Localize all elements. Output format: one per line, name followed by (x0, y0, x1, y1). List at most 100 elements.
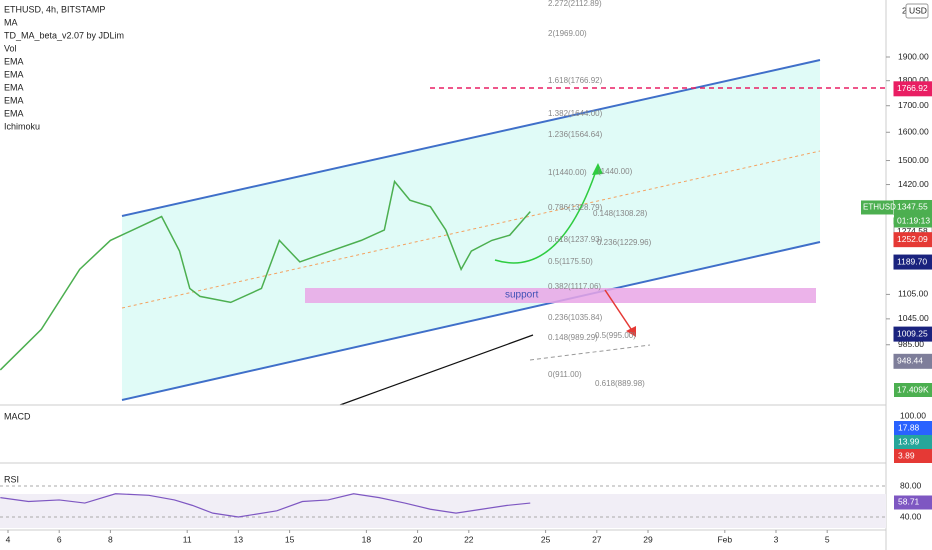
price-tick: 1600.00 (898, 127, 929, 137)
fib-label: 2(1969.00) (548, 29, 587, 38)
fib-label: 0(911.00) (548, 370, 582, 379)
fib-label: 2.272(2112.89) (548, 0, 602, 8)
badge-label: 1009.25 (897, 328, 928, 338)
fib-label: 0.148(1308.28) (593, 209, 648, 218)
fib-label: 0.5(995.00) (595, 331, 636, 340)
black-ma (339, 334, 534, 406)
macd-badge-label: 17.88 (898, 422, 920, 432)
date-label: 22 (464, 534, 474, 544)
fib-label: 0.236(1035.84) (548, 313, 603, 322)
price-tick: 1420.00 (898, 179, 929, 189)
fib-label: 0.236(1229.96) (597, 238, 652, 247)
fib-label: 0.618(1237.93) (548, 235, 603, 244)
date-label: 5 (825, 534, 830, 544)
fib-label: 0.618(889.98) (595, 379, 645, 388)
date-label: 13 (234, 534, 244, 544)
price-badge (893, 232, 932, 248)
badge-label: 948.44 (897, 356, 923, 366)
macd-tick: 100.00 (900, 410, 926, 420)
volume-badge (894, 383, 932, 397)
rsi-line (0, 493, 531, 518)
badge-label: 1274.58 (897, 226, 928, 236)
date-label: 8 (108, 534, 113, 544)
badge-label: 1189.70 (897, 256, 927, 266)
fib-label: (1440.00) (598, 167, 633, 176)
legend-item: Vol (4, 43, 17, 53)
date-label: 6 (57, 534, 62, 544)
price-tick: 1500.00 (898, 155, 929, 165)
up-arrow (494, 164, 599, 264)
rsi-tick: 40.00 (900, 511, 922, 521)
macd-badge-label: 13.99 (898, 436, 920, 446)
date-label: 3 (774, 534, 779, 544)
support-label: support (505, 290, 539, 301)
legend-item: Ichimoku (4, 121, 40, 131)
countdown: 01:19:13 (897, 216, 930, 226)
macd-badge (894, 435, 932, 449)
rsi-tick: 80.00 (900, 480, 922, 490)
badge-label: 1252.09 (897, 234, 928, 244)
price-tick: 1800.00 (898, 75, 929, 85)
legend-item: ETHUSD, 4h, BITSTAMP (4, 4, 105, 14)
macd-badge (894, 449, 932, 463)
fib-label: 0.382(1117.06) (548, 282, 601, 291)
price-tick: 1700.00 (898, 100, 929, 110)
price-tick: 1900.00 (898, 51, 929, 61)
down-arrowhead (626, 326, 636, 337)
date-label: 29 (643, 534, 653, 544)
macd-badge (894, 421, 932, 435)
fib-label: 0.5(1175.50) (548, 257, 593, 266)
currency: USD (909, 5, 927, 15)
price-badge (893, 353, 932, 369)
legend-item: EMA (4, 56, 24, 66)
symbol: ETHUSD (863, 203, 896, 212)
date-label: 4 (6, 534, 11, 544)
date-label: 27 (592, 534, 602, 544)
price-badge (893, 326, 932, 342)
fib-label: 0.148(989.29) (548, 333, 598, 342)
badge-label: 1347.55 (897, 202, 928, 212)
channel-upper (121, 59, 821, 217)
channel-lower (121, 241, 821, 401)
fib-label: 0.786(1328.79) (548, 203, 603, 212)
date-label: 20 (413, 534, 423, 544)
macd-title: MACD (4, 411, 31, 421)
fib-label: 1.382(1644.00) (548, 109, 603, 118)
price-badge (893, 254, 932, 270)
badge-label: 1766.92 (897, 83, 928, 93)
rsi-title: RSI (4, 474, 19, 484)
legend-item: EMA (4, 69, 24, 79)
price-badge (893, 81, 932, 97)
legend-item: TD_MA_beta_v2.07 by JDLim (4, 30, 124, 40)
date-label: 25 (541, 534, 551, 544)
price-line (0, 179, 531, 371)
rsi-badge-label: 58.71 (898, 497, 920, 507)
rsi-badge (894, 495, 932, 510)
macd-badge-label: 3.89 (898, 450, 915, 460)
fib-label: 1(1440.00) (548, 168, 587, 177)
support-zone (305, 288, 816, 303)
symbol-badge (861, 200, 893, 215)
projection (529, 344, 651, 361)
down-arrow (604, 289, 634, 333)
channel-mid (121, 150, 821, 309)
legend-item: MA (4, 17, 18, 27)
channel-fill (122, 60, 820, 400)
date-label: 11 (183, 534, 192, 544)
price-tick: 1105.00 (898, 289, 928, 299)
price-tick: 985.00 (898, 339, 924, 349)
date-label: 15 (285, 534, 295, 544)
countdown-box (894, 214, 932, 228)
date-label: Feb (717, 534, 732, 544)
currency-box (905, 3, 929, 19)
legend-item: EMA (4, 82, 24, 92)
price-tick: 1045.00 (898, 313, 929, 323)
fib-label: 1.618(1766.92) (548, 76, 603, 85)
date-label: 18 (362, 534, 372, 544)
fib-label: 1.236(1564.64) (548, 130, 603, 139)
legend-item: EMA (4, 95, 24, 105)
axis-top: 2 (902, 5, 907, 15)
up-arrowhead (592, 163, 603, 175)
volume: 17.409K (897, 384, 929, 394)
